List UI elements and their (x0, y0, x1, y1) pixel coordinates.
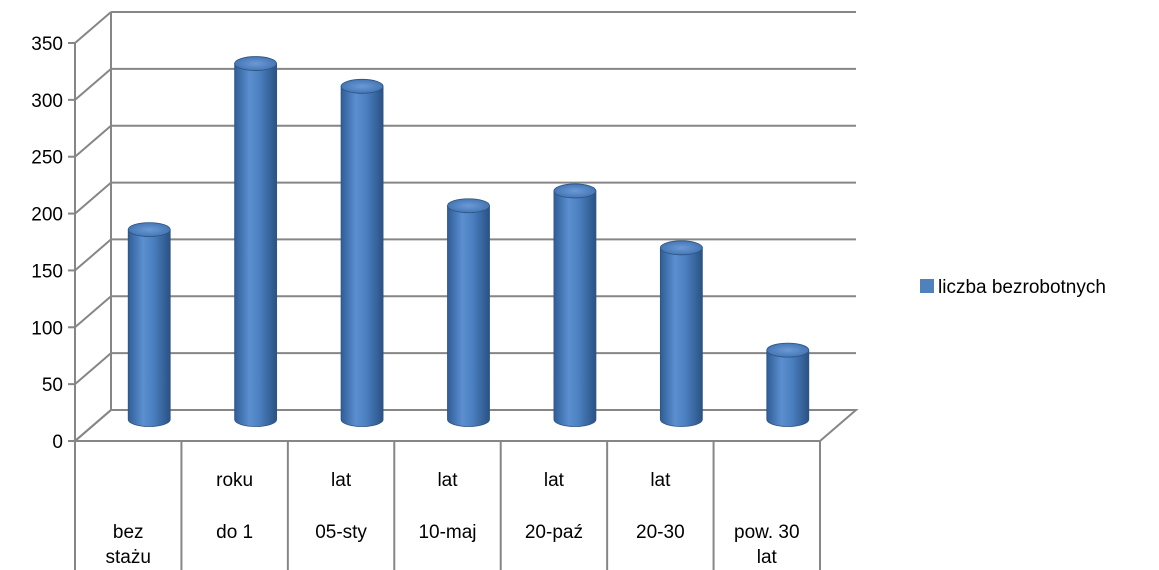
bar (766, 342, 810, 427)
category-label: stażu (106, 547, 151, 568)
category-label: lat (650, 470, 671, 491)
category-label: lat (437, 470, 458, 491)
bar-body (234, 63, 278, 427)
category-label: lat (544, 470, 565, 491)
bar-top (659, 240, 703, 256)
legend-swatch (920, 279, 934, 293)
gridline-side (74, 181, 112, 215)
bars (127, 56, 810, 427)
category-label: 20-30 (636, 522, 685, 543)
category-label: do 1 (216, 522, 253, 543)
bar-top (340, 78, 384, 94)
bar-top (234, 56, 278, 71)
y-tick-label: 100 (31, 318, 63, 339)
bar-top (127, 222, 171, 237)
axes (68, 42, 821, 570)
legend: liczba bezrobotnych (920, 277, 1106, 298)
y-tick-labels: 0 50 100 150 200 250 300 350 (31, 34, 63, 453)
bar (127, 222, 171, 427)
category-label: bez (113, 522, 144, 543)
bar-body (553, 190, 597, 427)
y-tick-label: 200 (31, 205, 63, 226)
bar-body (340, 85, 384, 427)
category-labels: bez stażu roku do 1 lat 05-sty lat 10-maj lat 20-… (106, 470, 800, 568)
category-label: roku (216, 470, 253, 491)
y-tick-label: 300 (31, 91, 63, 112)
bar-body (766, 349, 810, 427)
y-tick-label: 250 (31, 148, 63, 169)
gridline-side (74, 295, 112, 329)
y-tick-label: 350 (31, 34, 63, 55)
gridline-side (74, 68, 112, 101)
gridline-side (74, 124, 112, 158)
floor (72, 409, 859, 442)
bar-body (447, 205, 490, 427)
gridline-side (74, 238, 112, 272)
y-tick-label: 0 (52, 432, 63, 453)
y-tick-label: 50 (42, 375, 63, 396)
bar-body (659, 247, 703, 427)
category-label: pow. 30 (734, 522, 800, 543)
category-label: lat (331, 470, 352, 491)
category-label: 05-sty (315, 522, 367, 543)
gridline-side (74, 11, 112, 44)
category-label: 10-maj (418, 522, 476, 543)
category-label: lat (757, 547, 778, 568)
bar (447, 198, 490, 427)
y-tick-label: 150 (31, 261, 63, 282)
bar-body (127, 229, 171, 427)
bar-top (553, 183, 597, 199)
bar (553, 183, 597, 427)
bar (340, 78, 384, 427)
bar-top (766, 342, 810, 358)
category-label: 20-paź (525, 522, 583, 543)
bar-top (447, 198, 490, 214)
bar (659, 240, 703, 427)
bar (234, 56, 278, 427)
gridline-side (74, 352, 112, 385)
legend-label: liczba bezrobotnych (938, 277, 1106, 298)
